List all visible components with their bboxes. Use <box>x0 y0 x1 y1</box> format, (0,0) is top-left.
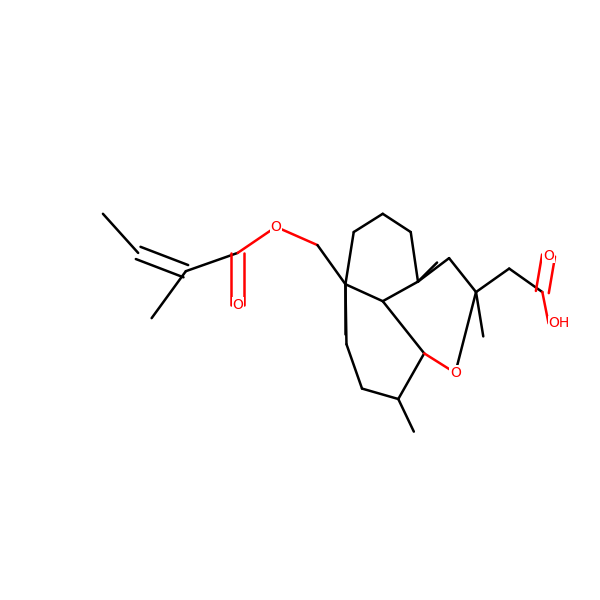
Text: O: O <box>450 366 461 380</box>
Text: OH: OH <box>548 316 570 331</box>
Text: O: O <box>271 220 281 234</box>
Text: O: O <box>232 298 243 312</box>
Text: O: O <box>543 248 554 263</box>
